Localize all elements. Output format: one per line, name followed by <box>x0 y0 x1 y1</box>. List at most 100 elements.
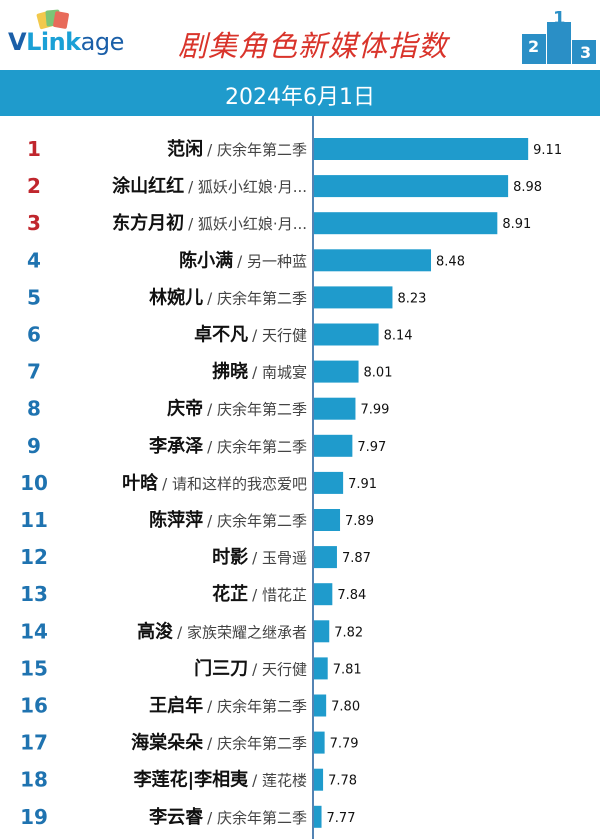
bar <box>314 286 393 309</box>
rank-number: 10 <box>20 471 48 495</box>
podium-digit-2: 2 <box>528 37 539 56</box>
label-separator: / <box>207 512 217 530</box>
bar-label: 林婉儿 / 庆余年第二季 <box>149 286 307 308</box>
value-label: 7.84 <box>337 588 366 603</box>
value-label: 8.48 <box>436 254 465 269</box>
drama-name: 另一种蓝 <box>247 252 307 270</box>
drama-name: 庆余年第二季 <box>217 698 307 716</box>
bar-label: 时影 / 玉骨遥 <box>212 547 307 568</box>
bar-label: 范闲 / 庆余年第二季 <box>167 138 307 160</box>
character-name: 李承泽 <box>148 436 203 457</box>
value-label: 7.82 <box>334 625 363 640</box>
drama-name: 庆余年第二季 <box>217 401 307 419</box>
bar-label: 门三刀 / 天行健 <box>194 657 307 679</box>
value-label: 7.81 <box>333 662 362 677</box>
character-name: 王启年 <box>149 695 203 717</box>
label-separator: / <box>252 327 262 345</box>
bar <box>314 212 498 235</box>
bar-label: 陈小满 / 另一种蓝 <box>179 249 307 271</box>
rank-number: 5 <box>27 285 41 309</box>
rank-number: 12 <box>20 545 48 569</box>
rank-number: 19 <box>20 805 48 829</box>
bar-label: 涂山红红 / 狐妖小红娘·月... <box>112 175 307 197</box>
bar <box>314 546 337 569</box>
bar-label: 东方月初 / 狐妖小红娘·月... <box>112 212 307 234</box>
character-name: 李云睿 <box>148 806 204 828</box>
bar <box>314 434 353 457</box>
label-separator: / <box>162 475 172 493</box>
drama-name: 请和这样的我恋爱吧 <box>172 475 307 493</box>
rank-number: 13 <box>20 582 48 606</box>
drama-name: 家族荣耀之继承者 <box>187 623 307 641</box>
drama-name: 天行健 <box>262 327 307 345</box>
rank-number: 6 <box>27 323 41 347</box>
bar-chart: 1 范闲 / 庆余年第二季 9.11 2 涂山红红 / 狐妖小红娘·月... 8.98 3 东方月… <box>20 116 562 839</box>
label-separator: / <box>177 623 187 641</box>
bar <box>314 620 330 643</box>
bar-label: 庆帝 / 庆余年第二季 <box>167 398 307 420</box>
character-name: 花芷 <box>212 583 248 605</box>
rank-number: 8 <box>27 397 41 421</box>
logo-text: VLinkage <box>8 28 124 56</box>
character-name: 李莲花|李相夷 <box>133 769 250 791</box>
rank-number: 17 <box>20 731 48 755</box>
bar-label: 高浚 / 家族荣耀之继承者 <box>137 620 307 642</box>
drama-name: 莲花楼 <box>262 772 307 790</box>
drama-name: 南城宴 <box>262 364 307 382</box>
value-label: 8.98 <box>513 180 542 195</box>
label-separator: / <box>207 735 217 753</box>
date-text: 2024年6月1日 <box>225 85 375 110</box>
rank-number: 16 <box>20 694 48 718</box>
bar-label: 拂晓 / 南城宴 <box>212 361 307 383</box>
character-name: 拂晓 <box>212 361 248 383</box>
character-name: 时影 <box>212 547 248 568</box>
drama-name: 惜花芷 <box>262 586 307 604</box>
date-banner: 2024年6月1日 <box>0 70 600 116</box>
value-label: 7.87 <box>342 551 371 566</box>
page-title: 剧集角色新媒体指数 <box>178 29 449 63</box>
label-separator: / <box>188 178 198 196</box>
character-name: 高浚 <box>137 620 173 642</box>
label-separator: / <box>252 549 262 567</box>
character-name: 陈萍萍 <box>149 509 203 531</box>
bar <box>314 397 356 420</box>
bar-label: 王启年 / 庆余年第二季 <box>149 695 307 717</box>
bar <box>314 471 344 494</box>
drama-name: 庆余年第二季 <box>217 438 307 456</box>
label-separator: / <box>207 698 217 716</box>
character-name: 陈小满 <box>179 249 233 271</box>
drama-name: 玉骨遥 <box>262 549 307 567</box>
rank-number: 3 <box>27 211 41 235</box>
bar <box>314 805 322 828</box>
drama-name: 狐妖小红娘·月... <box>198 215 307 233</box>
value-label: 9.11 <box>533 143 562 158</box>
label-separator: / <box>237 252 247 270</box>
rank-number: 15 <box>20 656 48 680</box>
podium-digit-3: 3 <box>580 43 591 62</box>
bar <box>314 138 529 160</box>
value-label: 8.91 <box>502 217 531 232</box>
bar-label: 叶晗 / 请和这样的我恋爱吧 <box>122 472 307 494</box>
drama-name: 庆余年第二季 <box>217 512 307 530</box>
label-separator: / <box>207 401 217 419</box>
drama-name: 庆余年第二季 <box>217 809 307 827</box>
bar-label: 花芷 / 惜花芷 <box>212 583 307 605</box>
drama-name: 庆余年第二季 <box>217 735 307 753</box>
drama-name: 天行健 <box>262 660 307 678</box>
value-label: 7.99 <box>360 403 389 418</box>
podium-digit-1: 1 <box>553 8 566 29</box>
bar-label: 李莲花|李相夷 / 莲花楼 <box>133 769 307 791</box>
bar-label: 卓不凡 / 天行健 <box>194 324 307 346</box>
value-label: 7.97 <box>357 440 386 455</box>
value-label: 8.23 <box>397 291 426 306</box>
label-separator: / <box>207 438 217 456</box>
label-separator: / <box>252 660 262 678</box>
label-separator: / <box>252 364 262 382</box>
label-separator: / <box>207 141 217 159</box>
value-label: 7.80 <box>331 700 360 715</box>
rank-number: 2 <box>27 174 41 198</box>
rank-number: 1 <box>27 137 41 161</box>
value-label: 8.01 <box>364 366 393 381</box>
character-name: 海棠朵朵 <box>131 732 203 754</box>
bar <box>314 249 432 272</box>
